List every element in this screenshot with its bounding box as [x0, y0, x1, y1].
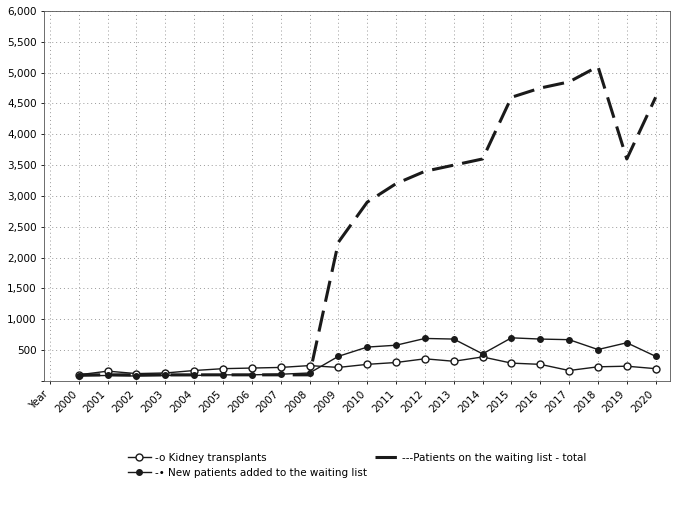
Legend: -o Kidney transplants, -• New patients added to the waiting list, ---Patients on: -o Kidney transplants, -• New patients a… — [128, 453, 586, 478]
